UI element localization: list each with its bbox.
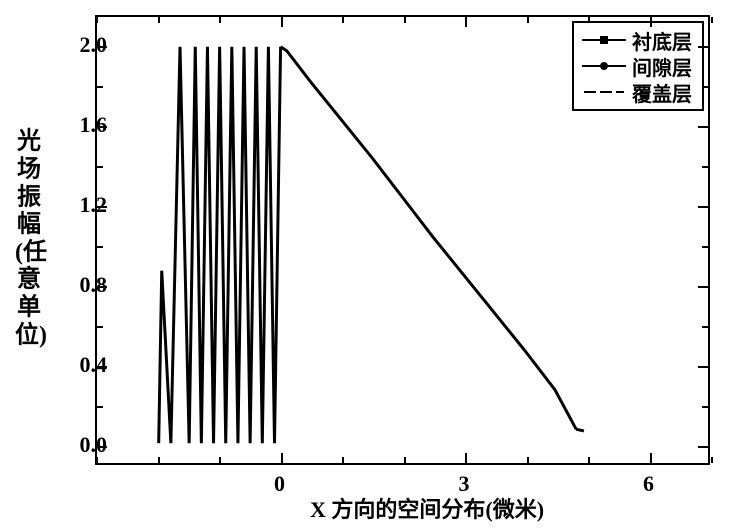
y-tick-label: 2.0 (80, 32, 108, 58)
legend-item-cover: 覆盖层 (582, 79, 692, 105)
legend-label: 覆盖层 (632, 78, 692, 107)
x-tick-label: 0 (274, 471, 285, 497)
y-tick-label: 1.2 (80, 192, 108, 218)
chart-plot-area: 衬底层 间隙层 覆盖层 (95, 15, 710, 465)
y-tick-label: 0.4 (80, 352, 108, 378)
y-axis-label: 光场振幅(任意单位) (15, 129, 43, 350)
y-tick-label: 1.6 (80, 112, 108, 138)
legend-marker-dash (582, 84, 626, 100)
x-axis-label: X 方向的空间分布(微米) (310, 492, 544, 524)
legend-marker-circle (582, 58, 626, 74)
y-tick-label: 0.8 (80, 272, 108, 298)
legend-label: 衬底层 (632, 26, 692, 55)
chart-legend: 衬底层 间隙层 覆盖层 (572, 21, 704, 111)
legend-item-gap: 间隙层 (582, 53, 692, 79)
y-tick-label: 0.0 (80, 432, 108, 458)
legend-marker-square (582, 32, 626, 48)
legend-item-substrate: 衬底层 (582, 27, 692, 53)
legend-label: 间隙层 (632, 52, 692, 81)
x-tick-label: 3 (459, 471, 470, 497)
x-tick-label: 6 (643, 471, 654, 497)
